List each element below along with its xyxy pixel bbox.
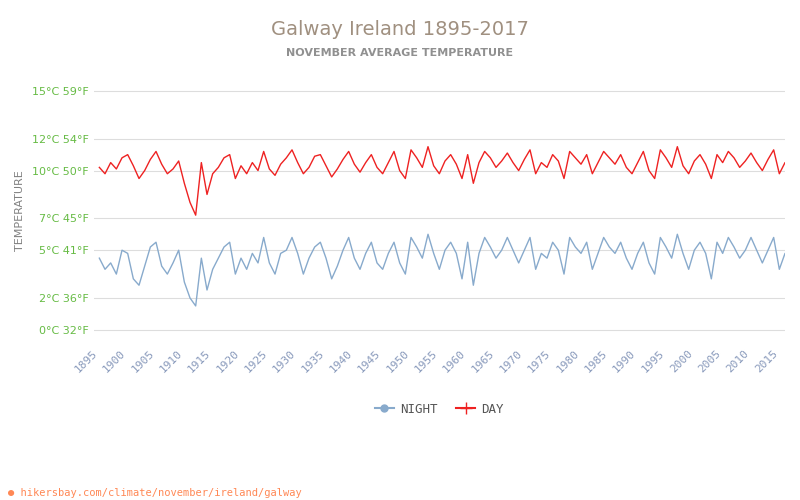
Text: Galway Ireland 1895-2017: Galway Ireland 1895-2017 [271, 20, 529, 39]
Text: NOVEMBER AVERAGE TEMPERATURE: NOVEMBER AVERAGE TEMPERATURE [286, 48, 514, 58]
Text: ● hikersbay.com/climate/november/ireland/galway: ● hikersbay.com/climate/november/ireland… [8, 488, 302, 498]
Legend: NIGHT, DAY: NIGHT, DAY [370, 398, 509, 420]
Y-axis label: TEMPERATURE: TEMPERATURE [15, 170, 25, 251]
